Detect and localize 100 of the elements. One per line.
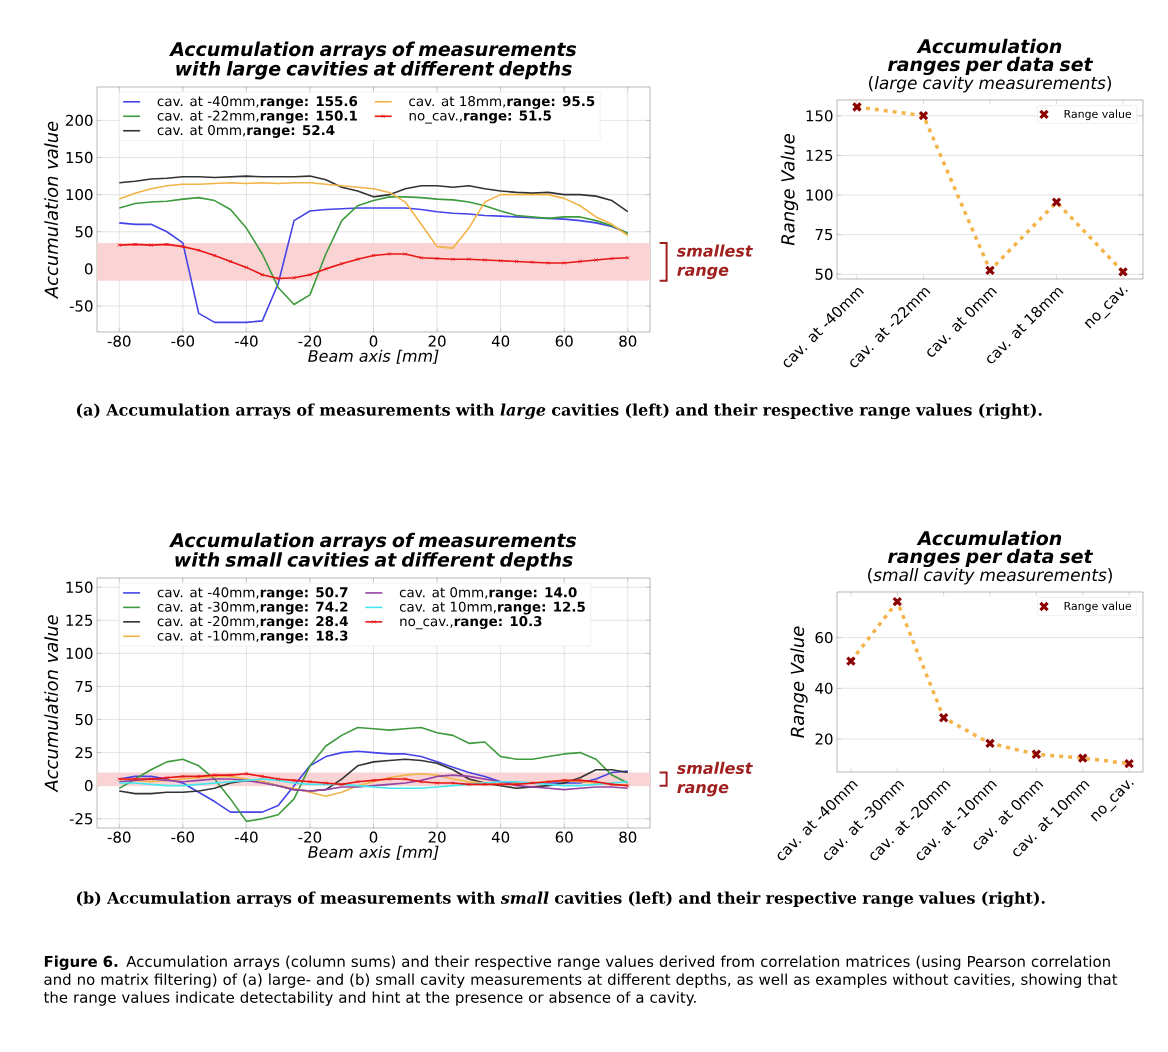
legend-label: cav. at 0mm,range: 52.4	[157, 124, 335, 138]
legend-label: cav. at 18mm,range: 95.5	[409, 96, 595, 109]
legend-label: cav. at 10mm,range: 12.5	[399, 601, 585, 615]
x-tick-label: -20	[298, 335, 322, 347]
point	[164, 242, 169, 247]
y-tick-label: -50	[69, 300, 93, 312]
point	[466, 782, 471, 787]
x-tick-label: 60	[555, 335, 573, 347]
x-tick-label: 20	[428, 831, 446, 843]
y-tick-label: 150	[66, 151, 93, 164]
y-tick-label: 125	[66, 614, 93, 626]
y-tick-label: 100	[806, 189, 833, 201]
point	[387, 252, 392, 256]
y-axis-title: Range Value	[790, 626, 808, 738]
legend-label: cav. at -30mm,range: 74.2	[157, 601, 348, 615]
point	[1031, 749, 1042, 760]
band-label: smallest range	[676, 761, 753, 797]
point	[307, 272, 312, 277]
y-tick-label: 60	[815, 631, 833, 644]
point	[609, 782, 614, 787]
text: (a) Accumulation arrays of measurements with large cavities (left) and their respective range values (right).	[77, 403, 1042, 420]
point	[355, 257, 360, 262]
point	[260, 774, 265, 779]
y-tick-label: 50	[815, 268, 833, 280]
point	[466, 257, 471, 262]
point	[562, 260, 567, 265]
x-tick-label: 80	[619, 335, 637, 347]
point	[482, 258, 487, 262]
y-tick-label: 40	[815, 682, 833, 694]
x-axis-title: Beam axis [mm]	[308, 845, 439, 860]
legend-label: cav. at -10mm,range: 18.3	[157, 630, 348, 644]
point	[307, 779, 312, 784]
y-tick-label: -25	[69, 813, 93, 825]
point	[196, 248, 201, 253]
chart-subtitle: (large cavity measurements)	[869, 76, 1111, 93]
legend-label: cav. at -22mm,range: 150.1	[157, 110, 357, 124]
point	[164, 775, 169, 780]
chart-subtitle: (small cavity measurements)	[868, 568, 1112, 585]
point	[578, 778, 583, 783]
x-tick-label: -40	[234, 335, 258, 347]
point	[403, 252, 408, 256]
point	[244, 771, 249, 776]
point	[1117, 266, 1129, 277]
point	[546, 260, 551, 265]
point	[323, 266, 328, 271]
point	[938, 712, 949, 723]
x-tick-label: -80	[107, 831, 131, 843]
point	[546, 779, 551, 784]
y-tick-label: 20	[815, 733, 833, 745]
y-tick-label: 150	[806, 110, 833, 122]
point	[984, 265, 996, 276]
point	[133, 242, 138, 247]
x-tick-label: 40	[491, 831, 510, 843]
point	[514, 782, 519, 787]
x-tick-label: -20	[298, 831, 322, 843]
y-tick-label: 75	[75, 680, 93, 693]
x-tick-label: 60	[555, 831, 573, 843]
point	[419, 779, 424, 784]
x-tick-label: 80	[619, 831, 637, 843]
y-tick-label: 50	[75, 713, 93, 726]
point	[498, 258, 503, 263]
legend-label: Range value	[1064, 109, 1132, 121]
x-tick-label: 0	[369, 335, 378, 347]
point	[403, 777, 408, 782]
x-tick-label: -40	[234, 831, 258, 843]
point	[451, 781, 455, 785]
text: (b) Accumulation arrays of measurements with small cavities (left) and their respective range values (right).	[77, 891, 1045, 908]
point	[1077, 752, 1088, 764]
y-tick-label: 100	[66, 188, 93, 201]
point	[133, 777, 138, 782]
y-tick-label: 50	[75, 226, 93, 238]
y-tick-label: 100	[66, 647, 93, 660]
x-tick-label: 40	[491, 335, 510, 347]
point	[594, 258, 598, 262]
point	[530, 781, 535, 785]
point	[918, 110, 929, 121]
chart-title: Accumulation ranges per data set	[887, 530, 1094, 568]
y-axis-title: Accumulation value	[44, 615, 59, 793]
point	[339, 782, 344, 787]
point	[180, 244, 185, 249]
text: Figure 6. Accumulation arrays (column sums) and their respective range values derived from correlation matrices (using Pearson correlation and no matrix filtering) of (a) large- and (b) small cavity measurements at different depths, as well as examples without cavities, showing that the range values indicate detectability and hint at the presence or absence of a cavity.	[43, 955, 1118, 1006]
y-tick-label: 200	[66, 114, 93, 127]
point	[594, 779, 598, 784]
point	[482, 782, 487, 787]
point	[435, 781, 440, 785]
point	[984, 738, 996, 749]
point	[1051, 197, 1062, 208]
point	[451, 257, 455, 262]
point	[292, 275, 297, 280]
legend-label: cav. at -40mm,range: 155.6	[157, 96, 358, 109]
x-axis-title: Beam axis [mm]	[308, 349, 439, 364]
x-tick-label: -60	[171, 831, 195, 843]
x-tick-label: 0	[369, 831, 378, 843]
point	[845, 656, 857, 667]
x-tick-label: -60	[171, 335, 195, 347]
point	[323, 781, 328, 785]
y-tick-label: 25	[75, 746, 93, 759]
point	[276, 276, 281, 281]
point	[609, 256, 614, 261]
chart-title: Accumulation ranges per data set	[887, 38, 1094, 76]
